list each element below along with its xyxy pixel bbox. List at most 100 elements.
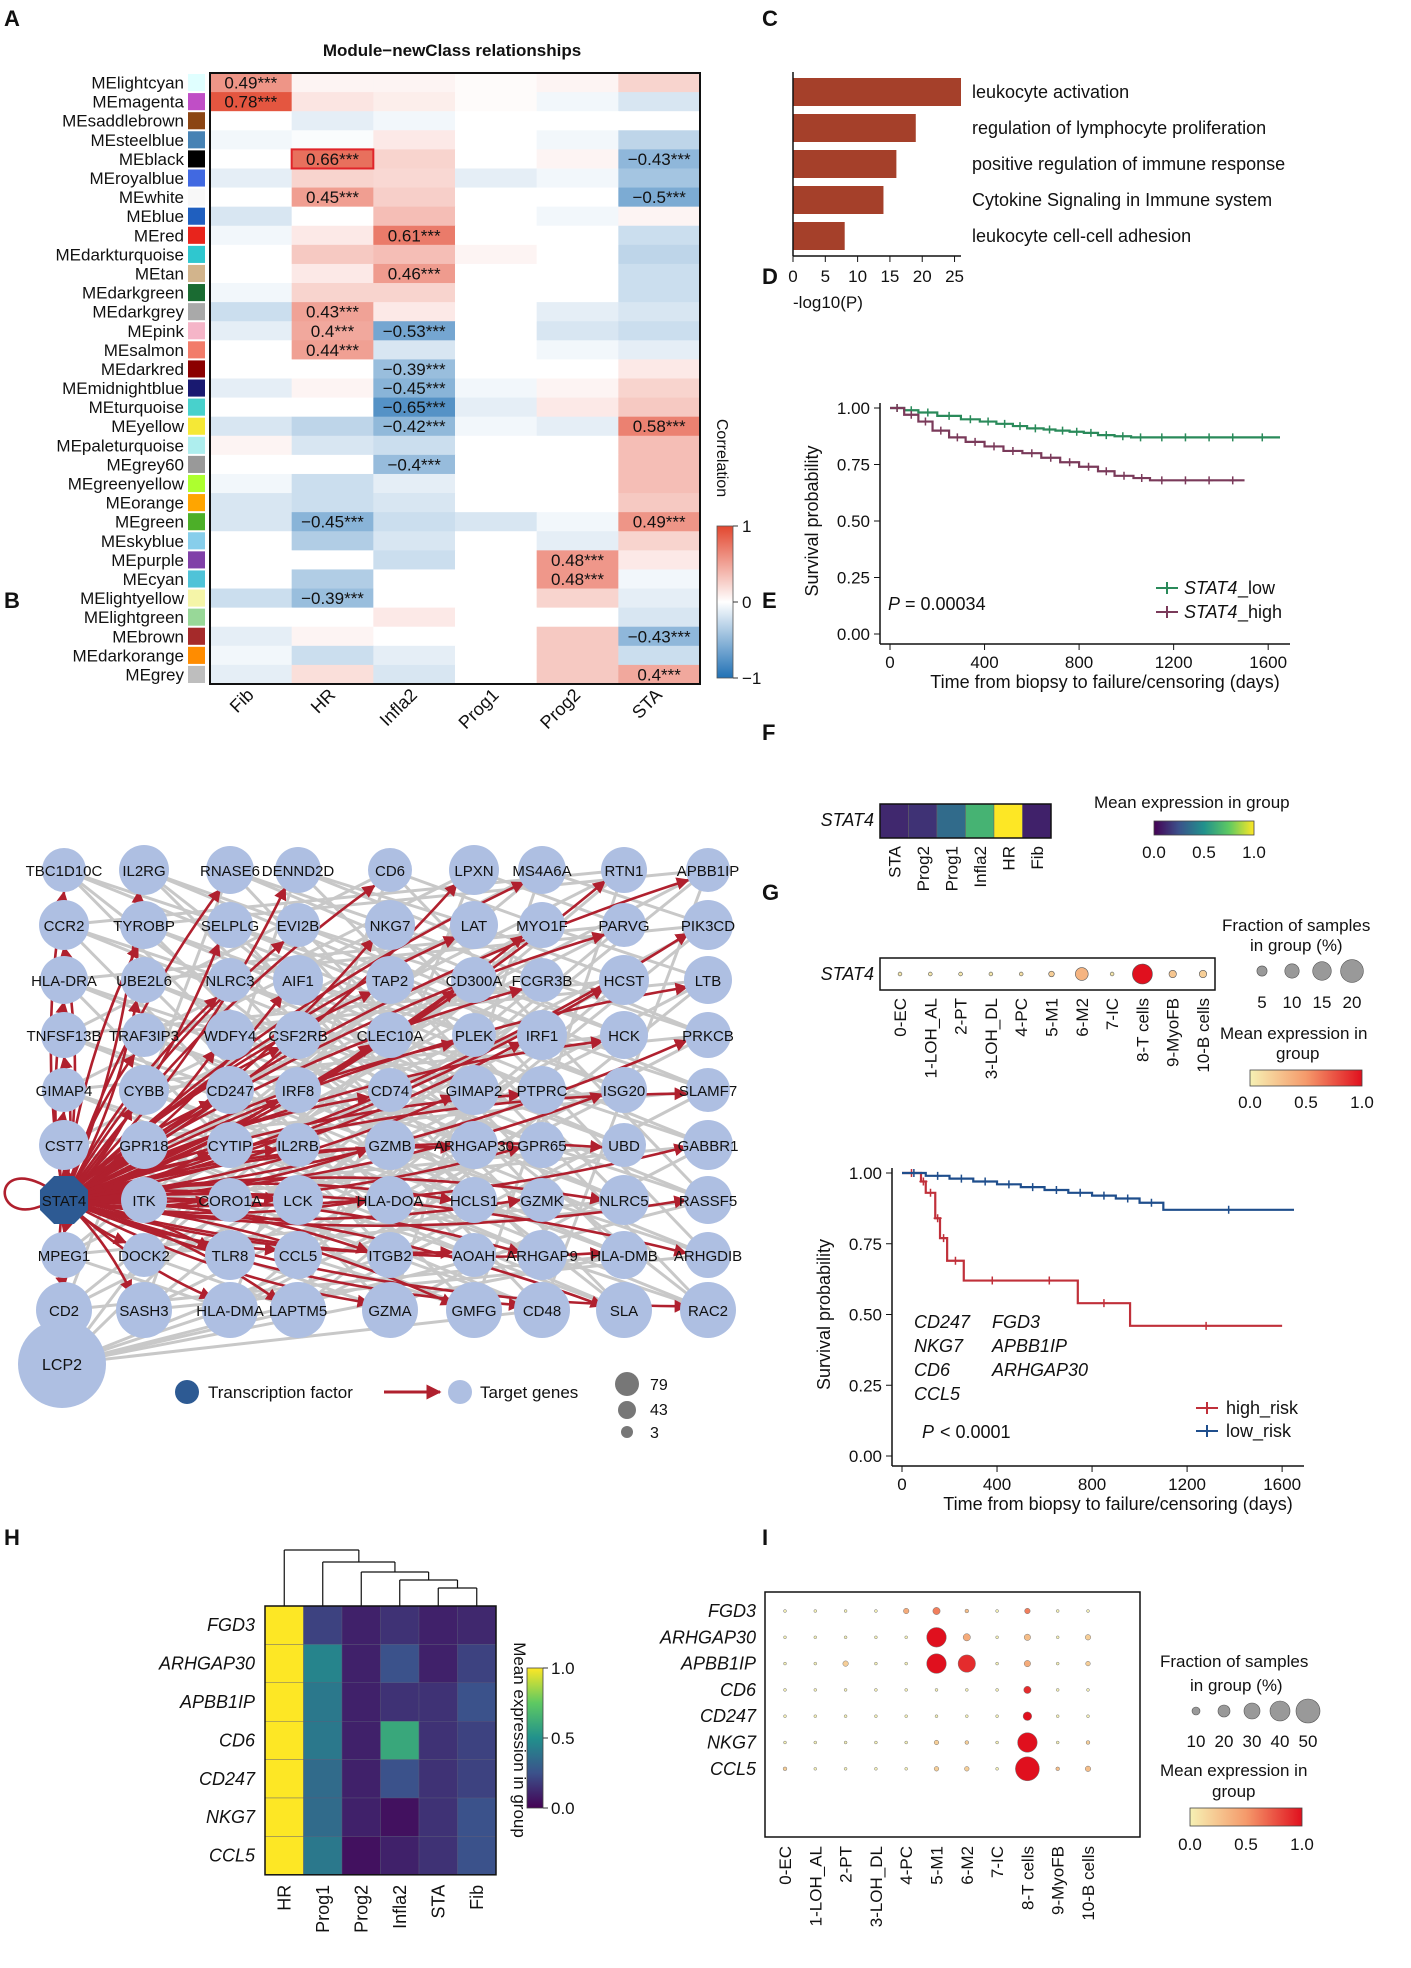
i-gene-label: CD6 (720, 1680, 757, 1700)
i-celltype-label: 6-M2 (958, 1846, 977, 1885)
gene-node-label: ARHGAP9 (506, 1248, 578, 1265)
i-dot (904, 1714, 908, 1718)
target-node (446, 1282, 502, 1338)
gene-node-label: SLA (610, 1303, 638, 1320)
heatmap-cell (618, 588, 701, 609)
i-dot (957, 1654, 976, 1673)
km-d-legend-high: _high (1237, 602, 1282, 623)
heatmap-cell (210, 435, 293, 456)
i-dot (965, 1688, 969, 1692)
target-node (686, 1068, 730, 1112)
celltype-label: 7-IC (1103, 998, 1122, 1030)
heatmap-cell (455, 512, 538, 532)
class-label: Fib (226, 685, 258, 717)
module-swatch (188, 360, 205, 378)
h-heatmap-cell (457, 1605, 497, 1645)
censor-mark (945, 411, 954, 420)
x-tick-label: 0 (788, 267, 797, 286)
celltype-label: 1-LOH_AL (921, 998, 940, 1078)
gene-node-label: GIMAP2 (446, 1083, 503, 1100)
heatmap-cell (210, 626, 293, 647)
target-node (270, 1282, 326, 1338)
target-node (367, 1232, 413, 1278)
heatmap-cell (291, 111, 374, 131)
h-heatmap-cell (303, 1720, 343, 1760)
module-label: MElightyellow (80, 589, 185, 608)
gene-node-label: HLA-DMA (196, 1303, 264, 1320)
i-gene-label: NKG7 (707, 1733, 757, 1753)
gene-node-label: LCP2 (42, 1357, 82, 1374)
panel-label-H: H (4, 1525, 20, 1550)
target-node (683, 900, 733, 950)
gene-node-label: RAC2 (688, 1303, 728, 1320)
censor-mark (1224, 1205, 1233, 1214)
target-node (205, 1230, 255, 1280)
km-d-pvalue: = 0.00034 (905, 594, 986, 614)
heatmap-cell (373, 302, 456, 322)
censor-mark (1086, 428, 1095, 437)
module-label: MEdarkturquoise (55, 245, 184, 264)
i-dot (904, 1767, 908, 1771)
module-swatch (188, 551, 205, 569)
correlation-labels: 0.49***0.78***0.66*** −0.43***0.45*** −0.5… (224, 74, 691, 685)
heatmap-cell (536, 130, 619, 150)
legend-target-label: Target genes (480, 1383, 578, 1402)
module-label: MEpurple (111, 551, 184, 570)
module-swatch (188, 398, 205, 416)
stat4-heatmap-cell (936, 803, 966, 839)
panel-label-C: C (762, 6, 778, 31)
gene-node-label: GZMA (368, 1303, 411, 1320)
e-colorbar-tick-label: 1.0 (1242, 843, 1266, 862)
gene-node-label: FCGR3B (512, 973, 573, 990)
heatmap-cell (210, 569, 293, 590)
gene-node-label: GABBR1 (678, 1138, 739, 1155)
i-dot (843, 1767, 848, 1771)
heatmap-cell (536, 664, 619, 685)
h-heatmap-cell (418, 1836, 458, 1876)
censor-mark (1008, 446, 1017, 455)
heatmap-cell (536, 454, 619, 475)
i-dot (783, 1661, 787, 1666)
gene-node-label: CLEC10A (357, 1028, 424, 1045)
heatmap-cell (455, 244, 538, 265)
heatmap-cell (210, 225, 293, 246)
risk-gene-blue: NKG7 (914, 1336, 964, 1356)
i-dot (1015, 1756, 1040, 1782)
gene-node-label: GIMAP4 (36, 1083, 93, 1100)
h-heatmap-cell (380, 1682, 420, 1722)
heatmap-cell (291, 168, 374, 189)
h-heatmap-cell (341, 1797, 381, 1837)
h-dendrogram (283, 1549, 478, 1606)
heatmap-cell (455, 283, 538, 303)
module-swatch (188, 284, 205, 302)
stat4-dot (958, 971, 963, 977)
gene-node-label: ITK (132, 1193, 155, 1210)
module-swatch (188, 207, 205, 225)
x-tick-label: 0 (885, 653, 894, 672)
heatmap-cell (210, 187, 293, 208)
stat4-heatmap-labels: STA Prog2 Prog1 Infla2 HR Fib (885, 845, 1047, 891)
heatmap-cell (210, 473, 293, 494)
module-label: MEtan (135, 264, 184, 283)
gene-node-label: LCK (283, 1193, 312, 1210)
enrichment-term: regulation of lymphocyte proliferation (972, 118, 1266, 138)
target-node (602, 903, 646, 947)
target-node (450, 901, 498, 949)
correlation-value: 0.48*** (551, 570, 604, 589)
censor-mark (1046, 453, 1055, 462)
gene-node-label: NKG7 (370, 918, 411, 935)
target-node (274, 1011, 322, 1059)
gene-node-label: LAT (461, 918, 487, 935)
stat4-heatmap-cell (965, 803, 995, 839)
heatmap-cell (210, 454, 293, 475)
colorbar (716, 525, 734, 679)
heatmap-cell (373, 569, 456, 590)
module-label: MEgrey (125, 665, 184, 684)
tf-node (39, 1175, 89, 1225)
target-node (122, 1233, 166, 1277)
module-label: MEdarkred (101, 360, 184, 379)
module-swatch (188, 74, 205, 92)
km-plot-d: 1.00 0.75 0.50 0.25 0.00 0 400 800 1200 1600Time … (802, 399, 1290, 692)
x-tick-label: 1600 (1263, 1475, 1301, 1494)
i-size-legend-dot (1269, 1700, 1291, 1722)
